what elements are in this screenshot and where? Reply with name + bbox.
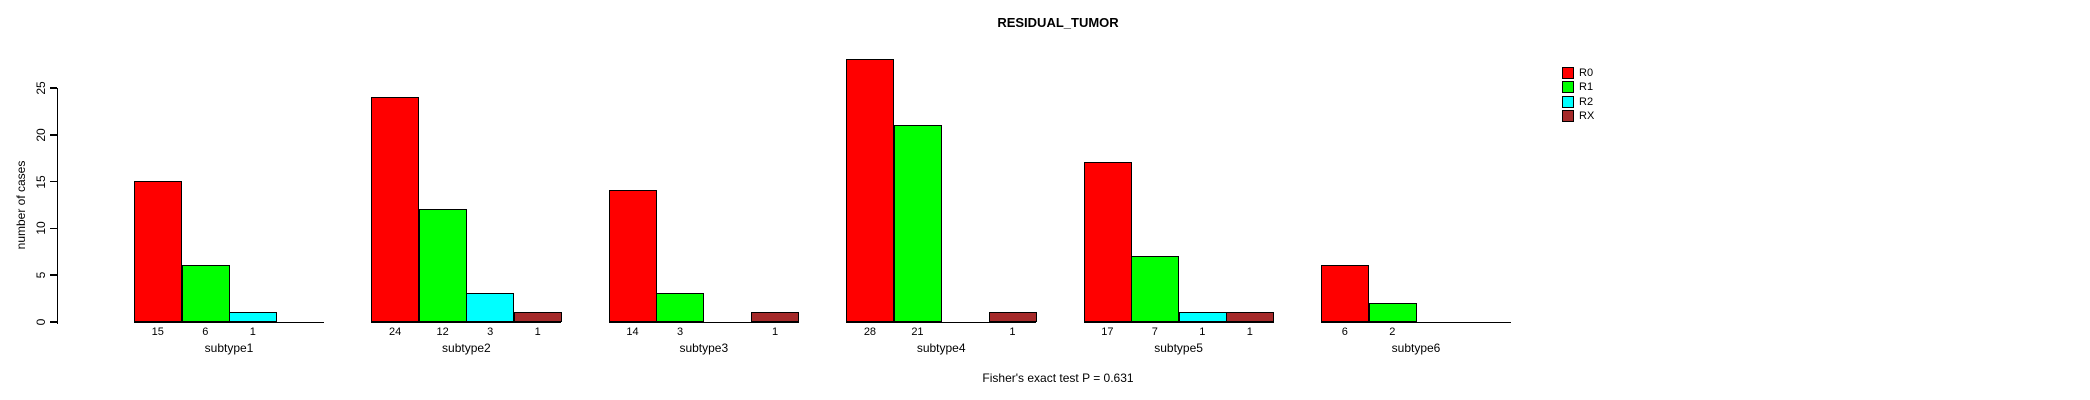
bar-value-label: 12 <box>436 326 449 338</box>
bar-r0-subtype1 <box>134 181 182 323</box>
legend-item-r2: R2 <box>1562 95 1593 108</box>
bar-r2-subtype1 <box>229 312 277 323</box>
bar-value-label: 1 <box>249 326 256 338</box>
bar-r1-subtype4 <box>893 124 942 323</box>
bar-value-label: 28 <box>863 326 877 338</box>
bar-r1-subtype5 <box>1131 255 1180 323</box>
legend-label: R2 <box>1579 95 1594 108</box>
bar-r0-subtype6 <box>1321 265 1369 323</box>
bar-r1-subtype2 <box>418 209 467 323</box>
bar-value-label: 1 <box>1246 326 1253 338</box>
legend-swatch-r0 <box>1562 66 1574 79</box>
bar-rx-subtype2 <box>513 312 562 323</box>
y-axis-tick-label: 20 <box>34 128 48 142</box>
legend-label: R0 <box>1579 66 1594 79</box>
legend-item-r0: R0 <box>1562 66 1593 79</box>
bar-value-label: 14 <box>626 326 639 338</box>
bar-r2-subtype5 <box>1178 312 1227 323</box>
bar-value-label: 3 <box>487 326 494 338</box>
category-label-subtype4: subtype4 <box>916 341 966 355</box>
bar-value-label: 6 <box>1341 326 1348 338</box>
legend-swatch-r2 <box>1562 95 1574 108</box>
y-axis <box>56 88 58 324</box>
bar-rx-subtype4 <box>988 312 1037 323</box>
bar-value-label: 24 <box>389 326 402 338</box>
legend-item-r1: R1 <box>1562 81 1593 94</box>
chart-title: RESIDUAL_TUMOR <box>997 15 1119 30</box>
category-label-subtype1: subtype1 <box>204 341 254 355</box>
y-axis-tick-label: 25 <box>34 81 48 95</box>
bar-value-label: 1 <box>1199 326 1206 338</box>
category-label-subtype3: subtype3 <box>679 341 729 355</box>
y-axis-tick <box>49 227 57 230</box>
bar-r0-subtype5 <box>1083 162 1132 323</box>
bar-value-label: 6 <box>202 326 209 338</box>
category-label-subtype5: subtype5 <box>1154 341 1203 355</box>
bar-value-label: 17 <box>1101 326 1114 338</box>
bar-r1-subtype3 <box>656 293 705 323</box>
bar-r2-subtype2 <box>466 293 515 323</box>
y-axis-tick-label: 15 <box>34 174 48 189</box>
bar-value-label: 21 <box>911 326 924 338</box>
bar-rx-subtype5 <box>1226 312 1275 323</box>
bar-r0-subtype2 <box>371 96 420 323</box>
legend-label: RX <box>1579 110 1595 123</box>
bar-r1-subtype1 <box>181 265 230 323</box>
bar-value-label: 1 <box>771 326 779 338</box>
legend-swatch-r1 <box>1562 81 1574 94</box>
bar-rx-subtype3 <box>751 312 800 323</box>
bar-r1-subtype6 <box>1368 302 1417 323</box>
bar-value-label: 1 <box>1009 326 1016 338</box>
y-axis-tick <box>49 321 57 323</box>
legend-item-rx: RX <box>1562 110 1594 123</box>
y-axis-tick-label: 5 <box>34 271 48 279</box>
y-axis-tick <box>49 87 57 89</box>
y-axis-tick <box>49 274 57 276</box>
bar-r0-subtype3 <box>608 190 657 323</box>
y-axis-tick <box>49 180 57 183</box>
y-axis-label: number of cases <box>14 160 28 250</box>
bar-value-label: 15 <box>151 326 164 338</box>
bar-r0-subtype4 <box>846 59 895 323</box>
legend-swatch-rx <box>1562 110 1574 123</box>
category-label-subtype2: subtype2 <box>442 341 491 355</box>
y-axis-tick-label: 10 <box>34 221 48 236</box>
fisher-test-footnote: Fisher's exact test P = 0.631 <box>982 371 1134 385</box>
bar-value-label: 3 <box>676 326 684 338</box>
bar-value-label: 1 <box>534 326 541 338</box>
bar-value-label: 2 <box>1389 326 1396 338</box>
legend-label: R1 <box>1579 81 1594 94</box>
bar-value-label: 7 <box>1151 326 1158 338</box>
category-label-subtype6: subtype6 <box>1391 341 1441 355</box>
y-axis-tick <box>49 134 57 136</box>
y-axis-tick-label: 0 <box>34 318 48 326</box>
